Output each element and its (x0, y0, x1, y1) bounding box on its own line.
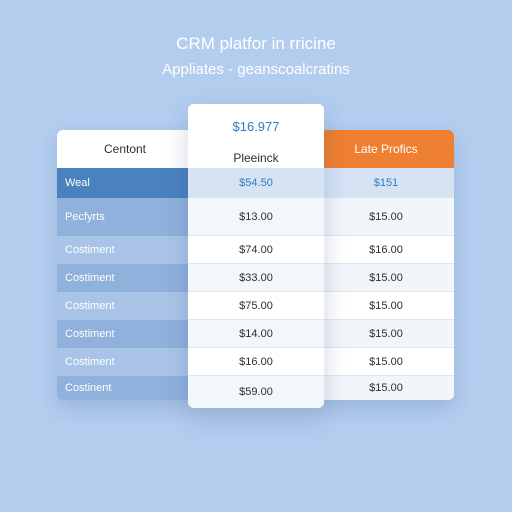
price-cell: $15.00 (318, 264, 454, 292)
price-cell: $33.00 (188, 264, 324, 292)
feature-column: Centont Weal Pecfyrts Costiment Costimen… (57, 130, 193, 400)
plan-header-late-profics[interactable]: Late Profics (318, 130, 454, 168)
price-cell: $151 (318, 168, 454, 198)
page-subtitle: Appliates - geanscoalcratins (162, 61, 350, 78)
price-cell: $75.00 (188, 292, 324, 320)
price-cell: $15.00 (318, 198, 454, 236)
price-cell: $15.00 (318, 292, 454, 320)
feature-row: Weal (57, 168, 193, 198)
price-cell: $15.00 (318, 348, 454, 376)
feature-row: Costiment (57, 236, 193, 264)
price-cell: $54.50 (188, 168, 324, 198)
price-cell: $16.00 (188, 348, 324, 376)
page-title: CRM platfor in rricine (176, 34, 336, 53)
price-cell: $16.00 (318, 236, 454, 264)
price-cell: $14.00 (188, 320, 324, 348)
featured-plan-name[interactable]: Pleeinck (188, 148, 324, 168)
feature-row: Costinent (57, 376, 193, 400)
feature-row: Costiment (57, 320, 193, 348)
featured-price: $16.977 (188, 104, 324, 148)
plan-column-late-profics[interactable]: Late Profics $151 $15.00 $16.00 $15.00 $… (318, 130, 454, 400)
feature-row: Costiment (57, 264, 193, 292)
price-cell: $13.00 (188, 198, 324, 236)
price-cell: $15.00 (369, 382, 403, 394)
plan-column-featured[interactable]: $16.977 Pleeinck $54.50 $13.00 $74.00 $3… (188, 104, 324, 408)
price-cell: $74.00 (188, 236, 324, 264)
feature-row: Costiment (57, 292, 193, 320)
price-cell: $15.00 (318, 320, 454, 348)
feature-row: Costiment (57, 348, 193, 376)
feature-column-header: Centont (57, 130, 193, 168)
feature-row: Pecfyrts (57, 198, 193, 236)
price-cell: $59.00 (239, 386, 273, 398)
